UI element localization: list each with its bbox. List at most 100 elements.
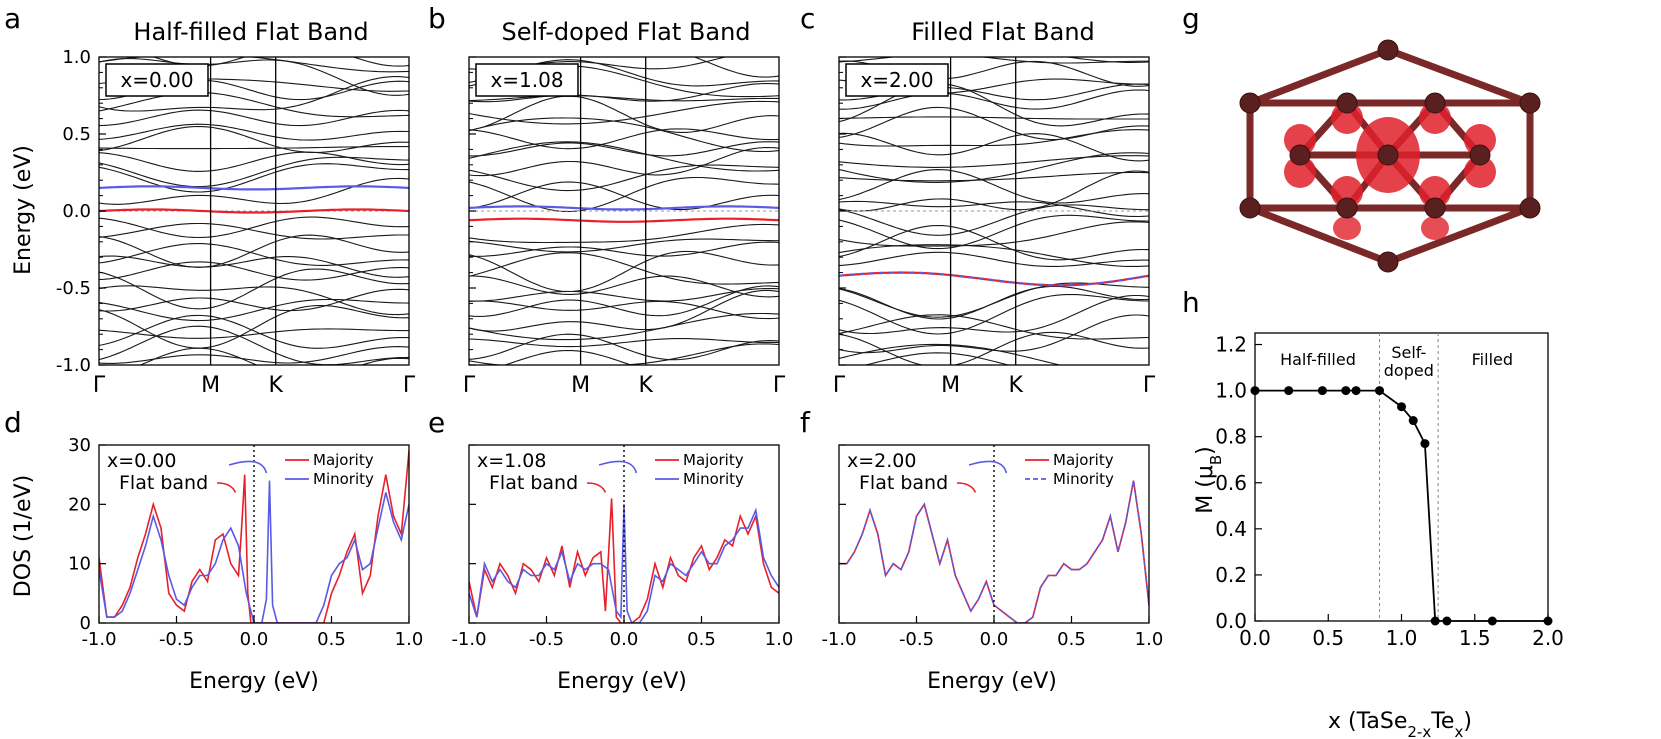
band-line (469, 343, 779, 365)
band-line (99, 123, 409, 141)
band-line (839, 89, 1149, 110)
band-line (469, 117, 779, 153)
panel-letter-f: f (800, 406, 811, 439)
band-line (99, 163, 409, 193)
mag-point (1408, 416, 1418, 426)
band-c-title: Filled Flat Band (911, 18, 1095, 46)
structure-atom (1377, 39, 1399, 61)
band-a-frame (98, 56, 410, 366)
band-line (99, 156, 409, 188)
structure-atom (1519, 197, 1541, 219)
band-line (99, 146, 409, 150)
inset-label: x=0.00 (120, 68, 193, 92)
mag-point (1397, 402, 1406, 412)
band-line (99, 91, 409, 118)
flat-band-line-1 (99, 185, 409, 191)
dos-series-majority (469, 498, 779, 623)
band-line (469, 333, 779, 361)
structure-atom (1239, 92, 1261, 114)
band-line (99, 234, 409, 268)
x-tick-label: 1.0 (395, 629, 424, 650)
mag-point (1351, 386, 1361, 396)
dos-d-xlabel: Energy (eV) (189, 669, 319, 694)
flat-band-line-1 (469, 205, 779, 211)
y-tick-label: 1.0 (1215, 379, 1247, 403)
band-line (152, 57, 409, 67)
region-label-filled: Filled (1472, 350, 1513, 369)
band-b-title: Self-doped Flat Band (501, 18, 750, 46)
inset-label: x=2.00 (847, 450, 916, 472)
band-line (99, 285, 409, 316)
band-line (469, 250, 779, 293)
band-line (839, 282, 1149, 318)
band-line (839, 224, 1149, 261)
band-line (469, 100, 779, 125)
kpoint-label: Γ (463, 373, 476, 398)
dos-f-xlabel: Energy (eV) (927, 669, 1057, 694)
band-line (469, 312, 779, 341)
y-tick-label: 0.5 (62, 124, 91, 145)
x-tick-label: -0.5 (899, 629, 934, 650)
structure-atom (1336, 92, 1358, 114)
kpoint-label: Γ (1143, 373, 1156, 398)
spin-density-lobe (1333, 216, 1361, 240)
flat-band-annotation: Flat band (859, 472, 948, 494)
band-line (693, 57, 779, 78)
inset-box (475, 63, 579, 97)
region-label-doped: doped (1384, 361, 1434, 380)
band-line (839, 293, 1149, 335)
panel-letter-h: h (1182, 286, 1200, 319)
band-line (839, 331, 1149, 365)
structure-atom (1289, 144, 1311, 166)
inset-label: x=2.00 (860, 68, 933, 92)
kpoint-label: K (268, 373, 283, 398)
band-line (839, 251, 1149, 267)
band-line (839, 116, 1149, 120)
flat-band-line-minority (839, 271, 1149, 287)
y-tick-label: 10 (68, 554, 91, 575)
kpoint-label: K (638, 373, 653, 398)
dos-ylabel: DOS (1/eV) (11, 475, 36, 597)
band-line (99, 261, 409, 281)
y-tick-label: 1.0 (62, 47, 91, 68)
band-line (469, 176, 779, 213)
band-line (99, 222, 409, 240)
flat-band-arrow-majority (216, 482, 237, 493)
band-line (469, 95, 779, 133)
crystal-structure-image (1239, 39, 1541, 273)
spin-density-lobe (1419, 102, 1451, 134)
band-line (839, 200, 1149, 218)
band-line (99, 216, 409, 239)
kpoint-label: Γ (93, 373, 106, 398)
spin-density-lobe (1284, 124, 1316, 156)
dos-series-minority (99, 480, 409, 623)
legend-label-minority: Minority (1053, 470, 1114, 488)
band-line (99, 328, 409, 339)
band-line (469, 289, 779, 332)
band-line (839, 129, 1149, 147)
panel-letter-a: a (4, 2, 21, 35)
y-tick-label: 0.8 (1215, 425, 1247, 449)
structure-atom (1377, 144, 1399, 166)
band-line (99, 314, 409, 349)
x-tick-label: 0.0 (980, 629, 1009, 650)
band-line (469, 141, 779, 157)
flat-band-arrow-minority (228, 460, 268, 474)
flat-band-annotation: Flat band (119, 472, 208, 494)
flat-band-arrow-minority (598, 460, 638, 474)
band-line (469, 128, 779, 150)
spin-density-lobe (1421, 216, 1449, 240)
band-line (863, 352, 1011, 365)
band-line (839, 221, 1149, 247)
band-line (839, 169, 1149, 204)
band-line (839, 170, 1149, 212)
y-tick-label: 0.4 (1215, 517, 1247, 541)
band-line (99, 57, 409, 96)
band-line (99, 243, 409, 266)
band-line (99, 255, 409, 278)
dos-e-xlabel: Energy (eV) (557, 669, 687, 694)
legend-label-minority: Minority (313, 470, 374, 488)
band-line (99, 298, 409, 322)
